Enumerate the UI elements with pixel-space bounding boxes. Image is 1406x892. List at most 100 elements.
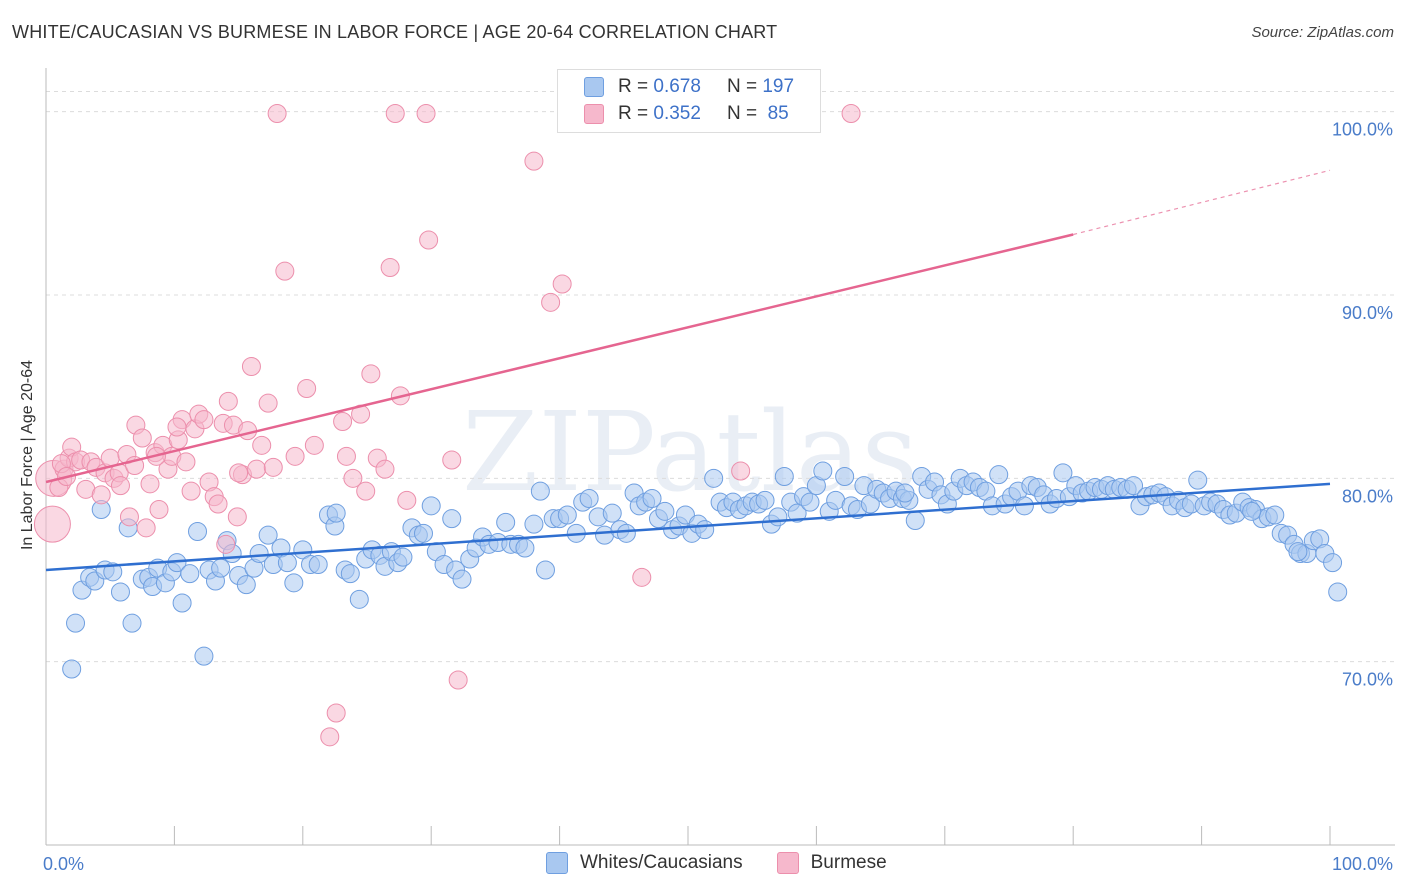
point-whites bbox=[515, 538, 535, 558]
point-whites bbox=[188, 522, 208, 541]
point-whites bbox=[62, 659, 82, 679]
point-whites bbox=[655, 501, 675, 521]
point-whites bbox=[349, 589, 369, 609]
point-burmese bbox=[258, 393, 278, 413]
point-burmese bbox=[442, 450, 462, 470]
trend-line-whites bbox=[45, 482, 1331, 572]
point-whites bbox=[895, 483, 915, 503]
point-burmese bbox=[297, 379, 317, 398]
point-burmese bbox=[181, 481, 201, 501]
legend-n-value: 85 bbox=[762, 103, 789, 124]
legend-r-label: R = bbox=[618, 76, 649, 97]
point-burmese bbox=[304, 435, 324, 455]
point-burmese bbox=[343, 468, 363, 488]
point-burmese bbox=[356, 481, 376, 501]
point-burmese bbox=[91, 485, 111, 505]
point-whites bbox=[194, 646, 214, 666]
point-whites bbox=[535, 560, 555, 580]
y-tick-label: 100.0% bbox=[1332, 120, 1393, 140]
point-burmese bbox=[419, 230, 439, 250]
point-burmese bbox=[149, 500, 169, 519]
point-burmese bbox=[632, 567, 652, 587]
point-whites bbox=[675, 505, 695, 525]
point-whites bbox=[1288, 542, 1308, 562]
point-whites bbox=[1053, 463, 1073, 483]
legend-row-burmese: R = 0.352 N = 85 bbox=[584, 101, 789, 127]
source-credit: Source: ZipAtlas.com bbox=[1251, 24, 1394, 41]
point-whites bbox=[496, 512, 516, 532]
point-whites bbox=[602, 503, 622, 523]
point-whites bbox=[1124, 476, 1144, 496]
point-burmese bbox=[218, 391, 238, 411]
point-whites bbox=[787, 503, 807, 523]
point-whites bbox=[1242, 501, 1262, 521]
point-burmese bbox=[119, 507, 139, 527]
point-whites bbox=[442, 509, 462, 529]
point-whites bbox=[249, 544, 269, 563]
legend-r-value: 0.678 bbox=[653, 76, 701, 97]
point-whites bbox=[835, 467, 855, 486]
point-burmese bbox=[227, 507, 247, 527]
point-whites bbox=[1188, 470, 1208, 490]
point-whites bbox=[258, 525, 278, 545]
point-whites bbox=[800, 492, 820, 512]
point-whites bbox=[557, 505, 577, 525]
point-whites bbox=[1265, 505, 1285, 525]
point-whites bbox=[180, 564, 200, 584]
point-burmese bbox=[167, 417, 187, 437]
point-whites bbox=[905, 511, 925, 530]
point-whites bbox=[393, 547, 413, 567]
point-burmese bbox=[326, 703, 346, 723]
point-burmese bbox=[252, 435, 272, 455]
point-whites bbox=[284, 573, 304, 593]
point-burmese bbox=[336, 446, 356, 466]
legend-r-label: R = bbox=[618, 103, 649, 124]
legend-item-whites[interactable]: Whites/Caucasians bbox=[546, 852, 743, 874]
point-whites bbox=[755, 490, 775, 510]
point-burmese bbox=[140, 474, 160, 494]
point-burmese bbox=[375, 459, 395, 479]
legend-item-burmese[interactable]: Burmese bbox=[776, 852, 887, 874]
legend-swatch-whites bbox=[584, 77, 604, 97]
point-whites bbox=[1323, 553, 1343, 573]
point-burmese bbox=[448, 670, 468, 690]
chart-title: WHITE/CAUCASIAN VS BURMESE IN LABOR FORC… bbox=[12, 22, 778, 42]
point-whites bbox=[695, 520, 715, 540]
legend-swatch-burmese bbox=[776, 852, 799, 874]
point-whites bbox=[122, 613, 142, 633]
point-whites bbox=[211, 558, 231, 578]
point-burmese bbox=[524, 151, 544, 171]
point-burmese bbox=[385, 104, 405, 123]
point-whites bbox=[110, 582, 130, 602]
stats-legend: R = 0.678 N = 197 R = 0.352 N = 85 bbox=[557, 69, 821, 133]
point-burmese bbox=[275, 261, 295, 281]
trend-line-burmese bbox=[45, 233, 1074, 484]
point-whites bbox=[66, 613, 86, 633]
point-whites bbox=[308, 555, 328, 574]
point-burmese bbox=[110, 476, 130, 496]
point-burmese bbox=[267, 104, 287, 123]
point-burmese bbox=[263, 457, 283, 477]
point-burmese bbox=[194, 410, 214, 430]
point-whites bbox=[774, 467, 794, 486]
point-burmese bbox=[731, 461, 751, 481]
point-burmese bbox=[380, 258, 400, 277]
series-legend: Whites/Caucasians Burmese bbox=[546, 852, 921, 874]
point-whites bbox=[524, 514, 544, 534]
point-burmese bbox=[216, 534, 236, 554]
point-whites bbox=[236, 575, 256, 595]
point-whites bbox=[340, 564, 360, 584]
point-burmese bbox=[241, 357, 261, 376]
point-whites bbox=[530, 481, 550, 501]
x-tick-label: 0.0% bbox=[43, 854, 84, 874]
point-burmese bbox=[397, 490, 417, 510]
point-burmese bbox=[361, 364, 381, 384]
point-whites bbox=[642, 489, 662, 508]
y-tick-label: 80.0% bbox=[1342, 486, 1393, 506]
trend-extension-burmese bbox=[1073, 169, 1331, 236]
point-burmese bbox=[247, 459, 267, 479]
point-whites bbox=[293, 540, 313, 560]
point-whites bbox=[103, 562, 123, 582]
point-whites bbox=[452, 569, 472, 589]
